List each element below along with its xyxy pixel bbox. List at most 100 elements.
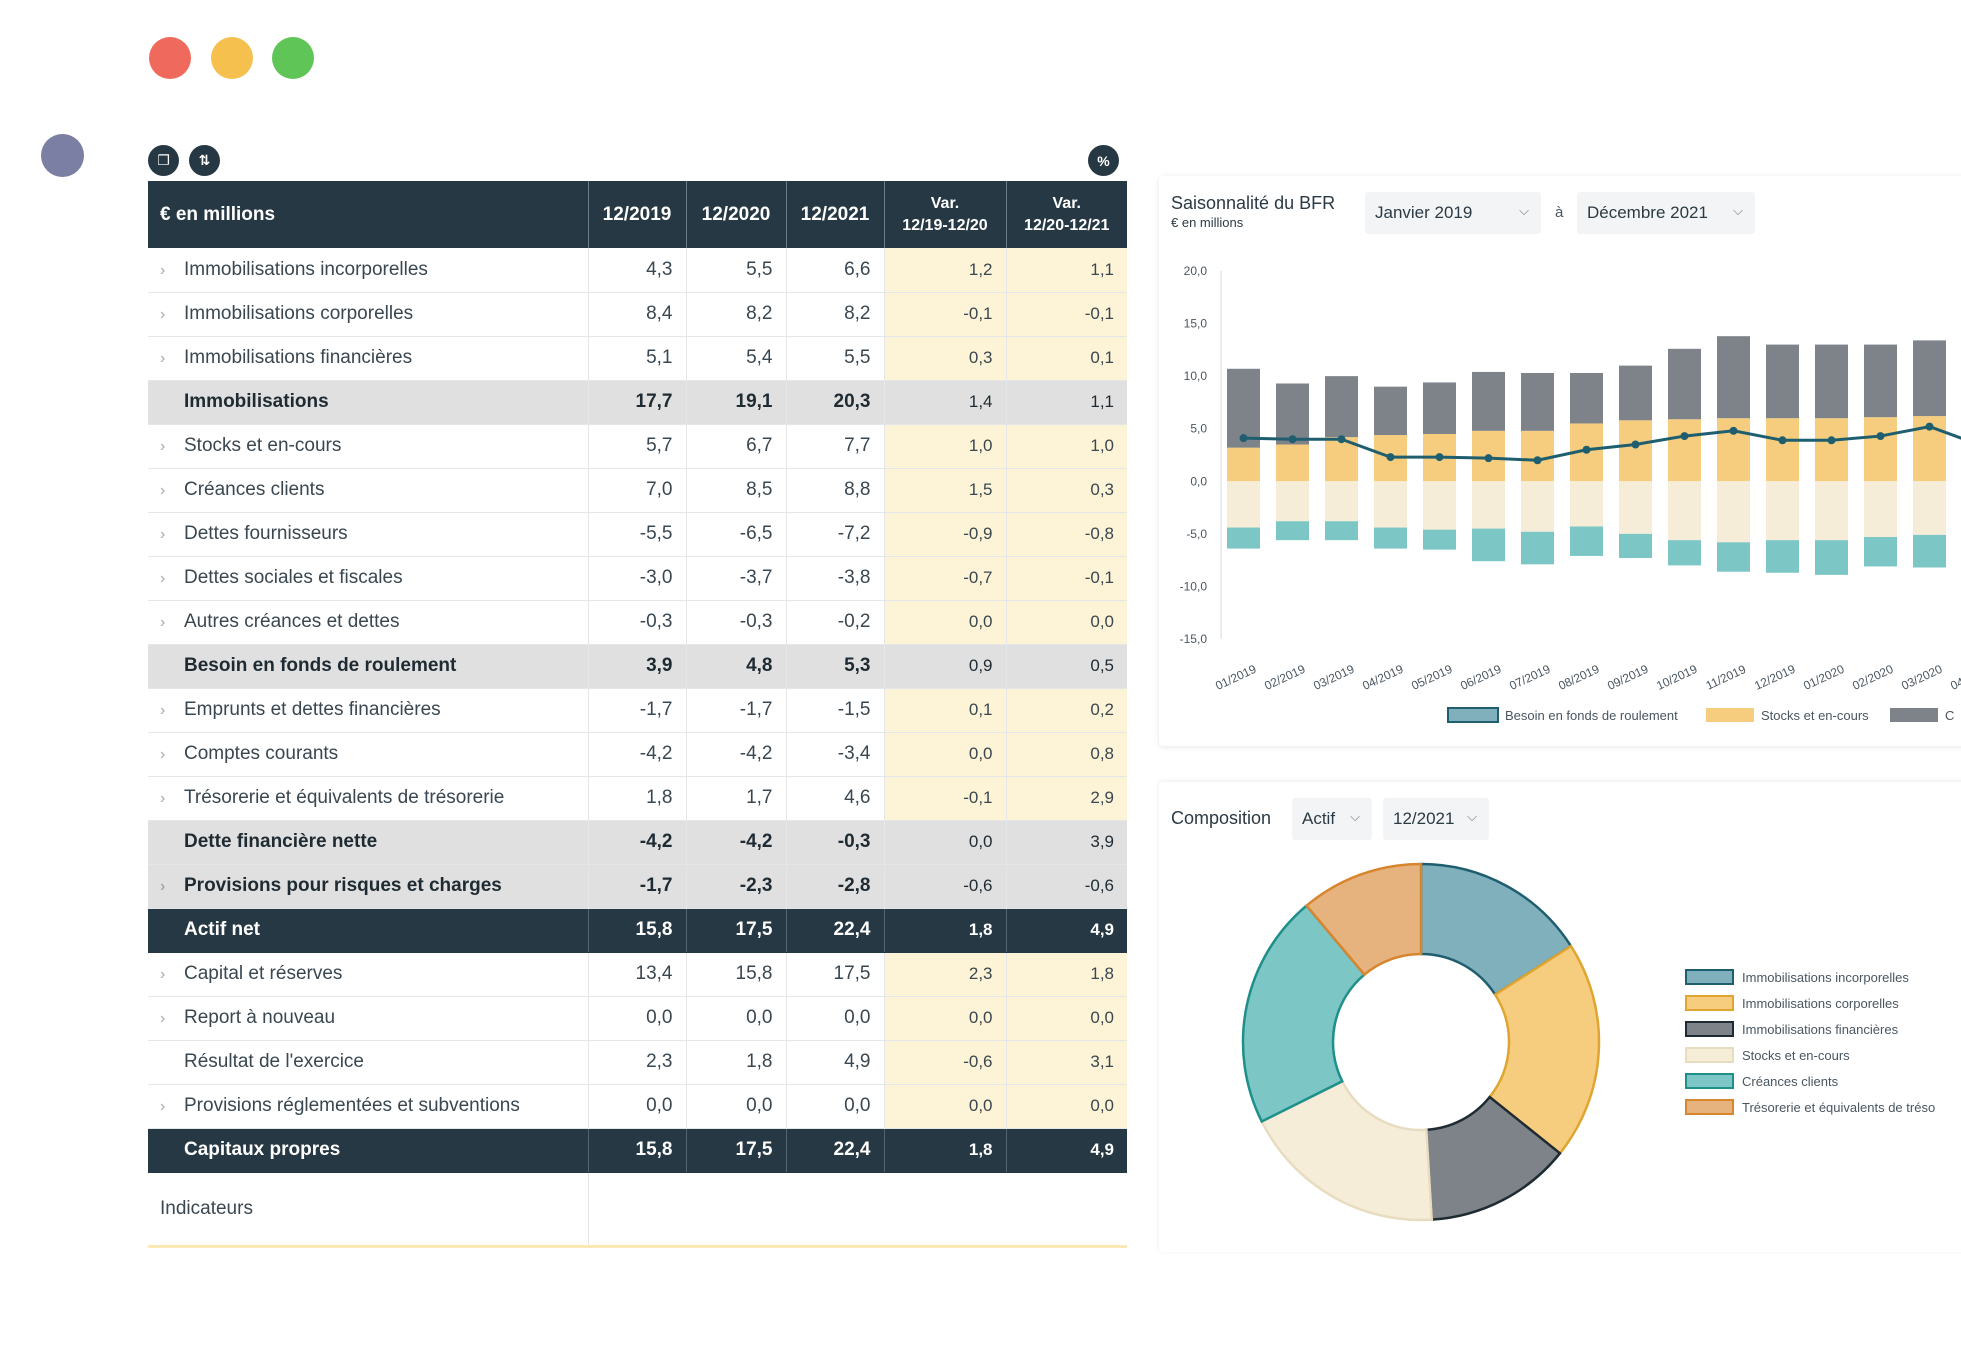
- value-cell: -1,7: [587, 688, 686, 733]
- table-row[interactable]: › Comptes courants -4,2 -4,2 -3,4 0,0 0,8: [148, 732, 1127, 777]
- value-cell: 17,5: [685, 908, 786, 953]
- variation-cell: 0,0: [1005, 996, 1127, 1041]
- table-row[interactable]: Actif net 15,8 17,5 22,4 1,8 4,9: [148, 908, 1127, 953]
- chevron-right-icon[interactable]: ›: [160, 966, 166, 983]
- table-row[interactable]: Immobilisations 17,7 19,1 20,3 1,4 1,1: [148, 380, 1127, 425]
- header-var-1[interactable]: Var. 12/19-12/20: [883, 181, 1006, 248]
- value-cell: 17,5: [685, 1128, 786, 1173]
- chevron-right-icon[interactable]: ›: [160, 306, 166, 323]
- row-label-text: Comptes courants: [184, 743, 339, 764]
- donut-slice: [1487, 944, 1601, 1156]
- percent-icon[interactable]: %: [1088, 145, 1119, 176]
- row-label-text: Emprunts et dettes financières: [184, 699, 441, 720]
- x-tick-label: 01/2019: [1213, 662, 1259, 693]
- bfr-line-point: [1337, 435, 1346, 444]
- bar-segment: [1276, 383, 1309, 445]
- value-cell: -3,7: [685, 556, 786, 601]
- row-label: › Créances clients: [148, 468, 588, 513]
- composition-type-select[interactable]: Actif ⌵: [1292, 798, 1372, 840]
- value-cell: 8,4: [587, 292, 686, 337]
- row-label: › Provisions réglementées et subventions: [148, 1084, 588, 1129]
- copy-icon[interactable]: ❐: [148, 145, 179, 176]
- table-row[interactable]: Besoin en fonds de roulement 3,9 4,8 5,3 0,9…: [148, 644, 1127, 689]
- minimize-window-dot[interactable]: [211, 37, 253, 79]
- chevron-right-icon[interactable]: ›: [160, 570, 166, 587]
- table-row[interactable]: › Report à nouveau 0,0 0,0 0,0 0,0 0,0: [148, 996, 1127, 1041]
- header-var-2[interactable]: Var. 12/20-12/21: [1005, 181, 1127, 248]
- composition-card: Composition Actif ⌵ 12/2021 ⌵ Immobilisa…: [1159, 782, 1961, 1252]
- legend-label: Stocks et en-cours: [1761, 708, 1869, 723]
- chevron-right-icon[interactable]: ›: [160, 790, 166, 807]
- table-row[interactable]: › Immobilisations corporelles 8,4 8,2 8,2 -0,…: [148, 292, 1127, 337]
- header-col-2019[interactable]: 12/2019: [587, 181, 686, 248]
- table-row[interactable]: › Stocks et en-cours 5,7 6,7 7,7 1,0 1,0: [148, 424, 1127, 469]
- chevron-right-icon[interactable]: ›: [160, 1010, 166, 1027]
- chevron-right-icon[interactable]: ›: [160, 614, 166, 631]
- avatar[interactable]: [41, 134, 84, 177]
- chevron-right-icon[interactable]: ›: [160, 878, 166, 895]
- composition-date-select[interactable]: 12/2021 ⌵: [1383, 798, 1489, 840]
- table-row[interactable]: Capitaux propres 15,8 17,5 22,4 1,8 4,9: [148, 1128, 1127, 1173]
- x-tick-label: 04/2019: [1360, 662, 1406, 693]
- table-row[interactable]: › Autres créances et dettes -0,3 -0,3 -0,2 0,…: [148, 600, 1127, 645]
- bar-segment: [1913, 481, 1946, 535]
- value-cell: 2,3: [587, 1040, 686, 1085]
- table-row[interactable]: › Emprunts et dettes financières -1,7 -1,7-…: [148, 688, 1127, 733]
- chevron-right-icon[interactable]: ›: [160, 702, 166, 719]
- y-tick-label: 0,0: [1190, 474, 1207, 488]
- value-cell: 5,4: [685, 336, 786, 381]
- bar-segment: [1668, 419, 1701, 482]
- donut-slice: [1241, 903, 1367, 1124]
- variation-cell: -0,1: [1005, 556, 1127, 601]
- chevron-right-icon[interactable]: ›: [160, 526, 166, 543]
- chevron-right-icon[interactable]: ›: [160, 261, 166, 279]
- value-cell: -7,2: [785, 512, 884, 557]
- bfr-from-select[interactable]: Janvier 2019 ⌵: [1365, 192, 1541, 234]
- bar-segment: [1325, 521, 1358, 541]
- value-cell: 5,5: [685, 248, 786, 293]
- sort-icon[interactable]: ⇅: [189, 145, 220, 176]
- header-var-1-title: Var.: [930, 194, 960, 212]
- table-row[interactable]: › Créances clients 7,0 8,5 8,8 1,5 0,3: [148, 468, 1127, 513]
- table-header: € en millions 12/2019 12/2020 12/2021 Va…: [148, 181, 1127, 248]
- bar-segment: [1619, 533, 1652, 559]
- close-window-dot[interactable]: [149, 37, 191, 79]
- chevron-right-icon[interactable]: ›: [160, 746, 166, 763]
- row-label: Immobilisations: [148, 380, 588, 425]
- x-tick-label: 01/2020: [1801, 662, 1847, 693]
- bfr-to-select[interactable]: Décembre 2021 ⌵: [1577, 192, 1755, 234]
- table-row[interactable]: › Provisions pour risques et charges -1,7-…: [148, 864, 1127, 909]
- header-col-2021[interactable]: 12/2021: [785, 181, 884, 248]
- chevron-right-icon[interactable]: ›: [160, 482, 166, 499]
- table-row[interactable]: › Immobilisations incorporelles 4,3 5,5 6,6 1…: [148, 248, 1127, 293]
- row-label-text: Immobilisations: [184, 391, 329, 412]
- x-tick-label: 12/2019: [1752, 662, 1798, 693]
- table-row[interactable]: Dette financière nette -4,2 -4,2 -0,3 0,0 3,9: [148, 820, 1127, 865]
- x-tick-label: 06/2019: [1458, 662, 1504, 693]
- variation-cell: 3,1: [1005, 1040, 1127, 1085]
- table-row[interactable]: › Trésorerie et équivalents de trésorerie…: [148, 776, 1127, 821]
- table-row[interactable]: › Dettes sociales et fiscales -3,0 -3,7 -3,8…: [148, 556, 1127, 601]
- row-label-text: Provisions pour risques et charges: [184, 875, 502, 896]
- bfr-line-point: [1288, 435, 1297, 444]
- bar-segment: [1374, 481, 1407, 528]
- row-label: › Trésorerie et équivalents de trésorerie: [148, 776, 588, 821]
- header-col-2020[interactable]: 12/2020: [685, 181, 786, 248]
- indicators-row[interactable]: Indicateurs: [148, 1172, 1127, 1248]
- table-row[interactable]: Résultat de l'exercice 2,3 1,8 4,9 -0,6 3,1: [148, 1040, 1127, 1085]
- bfr-line-point: [1778, 436, 1787, 445]
- table-row[interactable]: › Immobilisations financières 5,1 5,4 5,5 0,3…: [148, 336, 1127, 381]
- legend-label: Immobilisations financières: [1742, 1022, 1899, 1037]
- composition-type-value: Actif: [1302, 809, 1336, 828]
- chevron-right-icon[interactable]: ›: [160, 350, 166, 367]
- legend-label: Trésorerie et équivalents de tréso: [1742, 1100, 1935, 1115]
- value-cell: 8,2: [685, 292, 786, 337]
- maximize-window-dot[interactable]: [272, 37, 314, 79]
- percent-label: %: [1097, 152, 1110, 169]
- chevron-right-icon[interactable]: ›: [160, 438, 166, 455]
- table-row[interactable]: › Capital et réserves 13,4 15,8 17,5 2,3 1,8: [148, 952, 1127, 997]
- table-row[interactable]: › Dettes fournisseurs -5,5 -6,5 -7,2 -0,9 -0,8: [148, 512, 1127, 557]
- chevron-right-icon[interactable]: ›: [160, 1098, 166, 1115]
- table-row[interactable]: › Provisions réglementées et subventions 0…: [148, 1084, 1127, 1129]
- variation-cell: 1,0: [883, 424, 1006, 469]
